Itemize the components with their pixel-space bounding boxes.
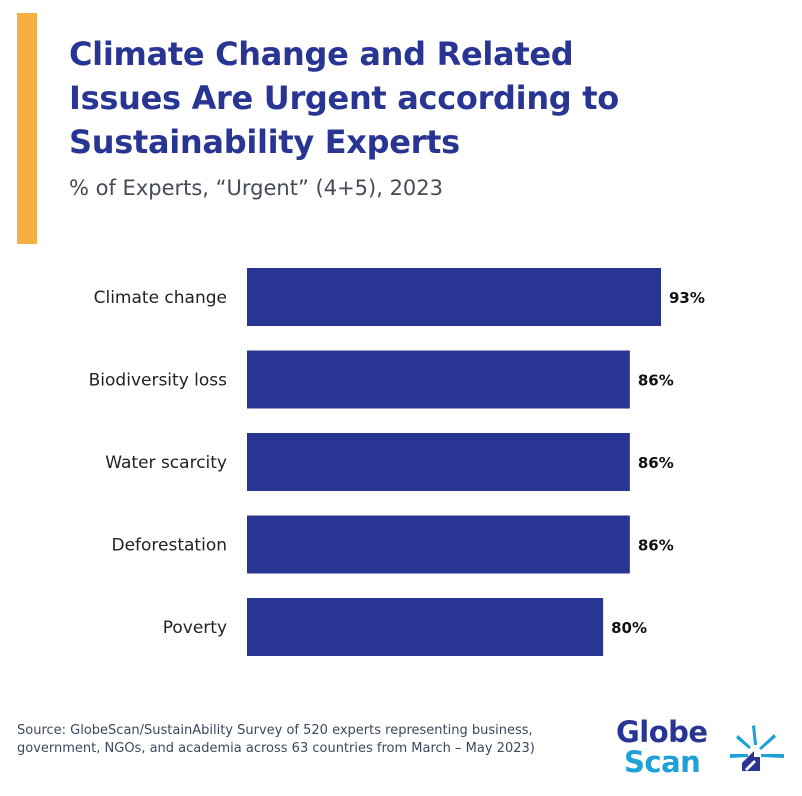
bar [247, 515, 630, 574]
category-label: Deforestation [111, 536, 227, 556]
bar [247, 433, 630, 491]
title-line-3: Sustainability Experts [69, 123, 460, 161]
data-label: 80% [611, 619, 647, 637]
source-note: Source: GlobeScan/SustainAbility Survey … [17, 723, 535, 756]
category-label: Biodiversity loss [89, 371, 228, 391]
title-line-2: Issues Are Urgent according to [69, 79, 619, 117]
category-label: Poverty [163, 618, 227, 638]
data-label: 86% [638, 372, 674, 390]
data-label: 86% [638, 454, 674, 472]
bar-chart: Climate change 93% Biodiversity loss 86% Wat… [89, 268, 705, 656]
data-label: 93% [669, 289, 705, 307]
globescan-logo: Globe Scan [616, 717, 792, 785]
logo-text-scan: Scan [624, 745, 701, 779]
category-label: Water scarcity [105, 453, 227, 473]
chart-title: Climate Change and Related Issues Are Ur… [69, 32, 689, 164]
logo-burst-icon [730, 725, 784, 771]
category-label: Climate change [94, 288, 227, 308]
chart-subtitle: % of Experts, “Urgent” (4+5), 2023 [69, 176, 444, 200]
bar [247, 598, 604, 656]
accent-bar [17, 13, 37, 244]
title-line-1: Climate Change and Related [69, 35, 574, 73]
data-label: 86% [638, 537, 674, 555]
logo-text-globe: Globe [616, 715, 708, 749]
bar [247, 350, 630, 409]
bar [247, 268, 661, 326]
